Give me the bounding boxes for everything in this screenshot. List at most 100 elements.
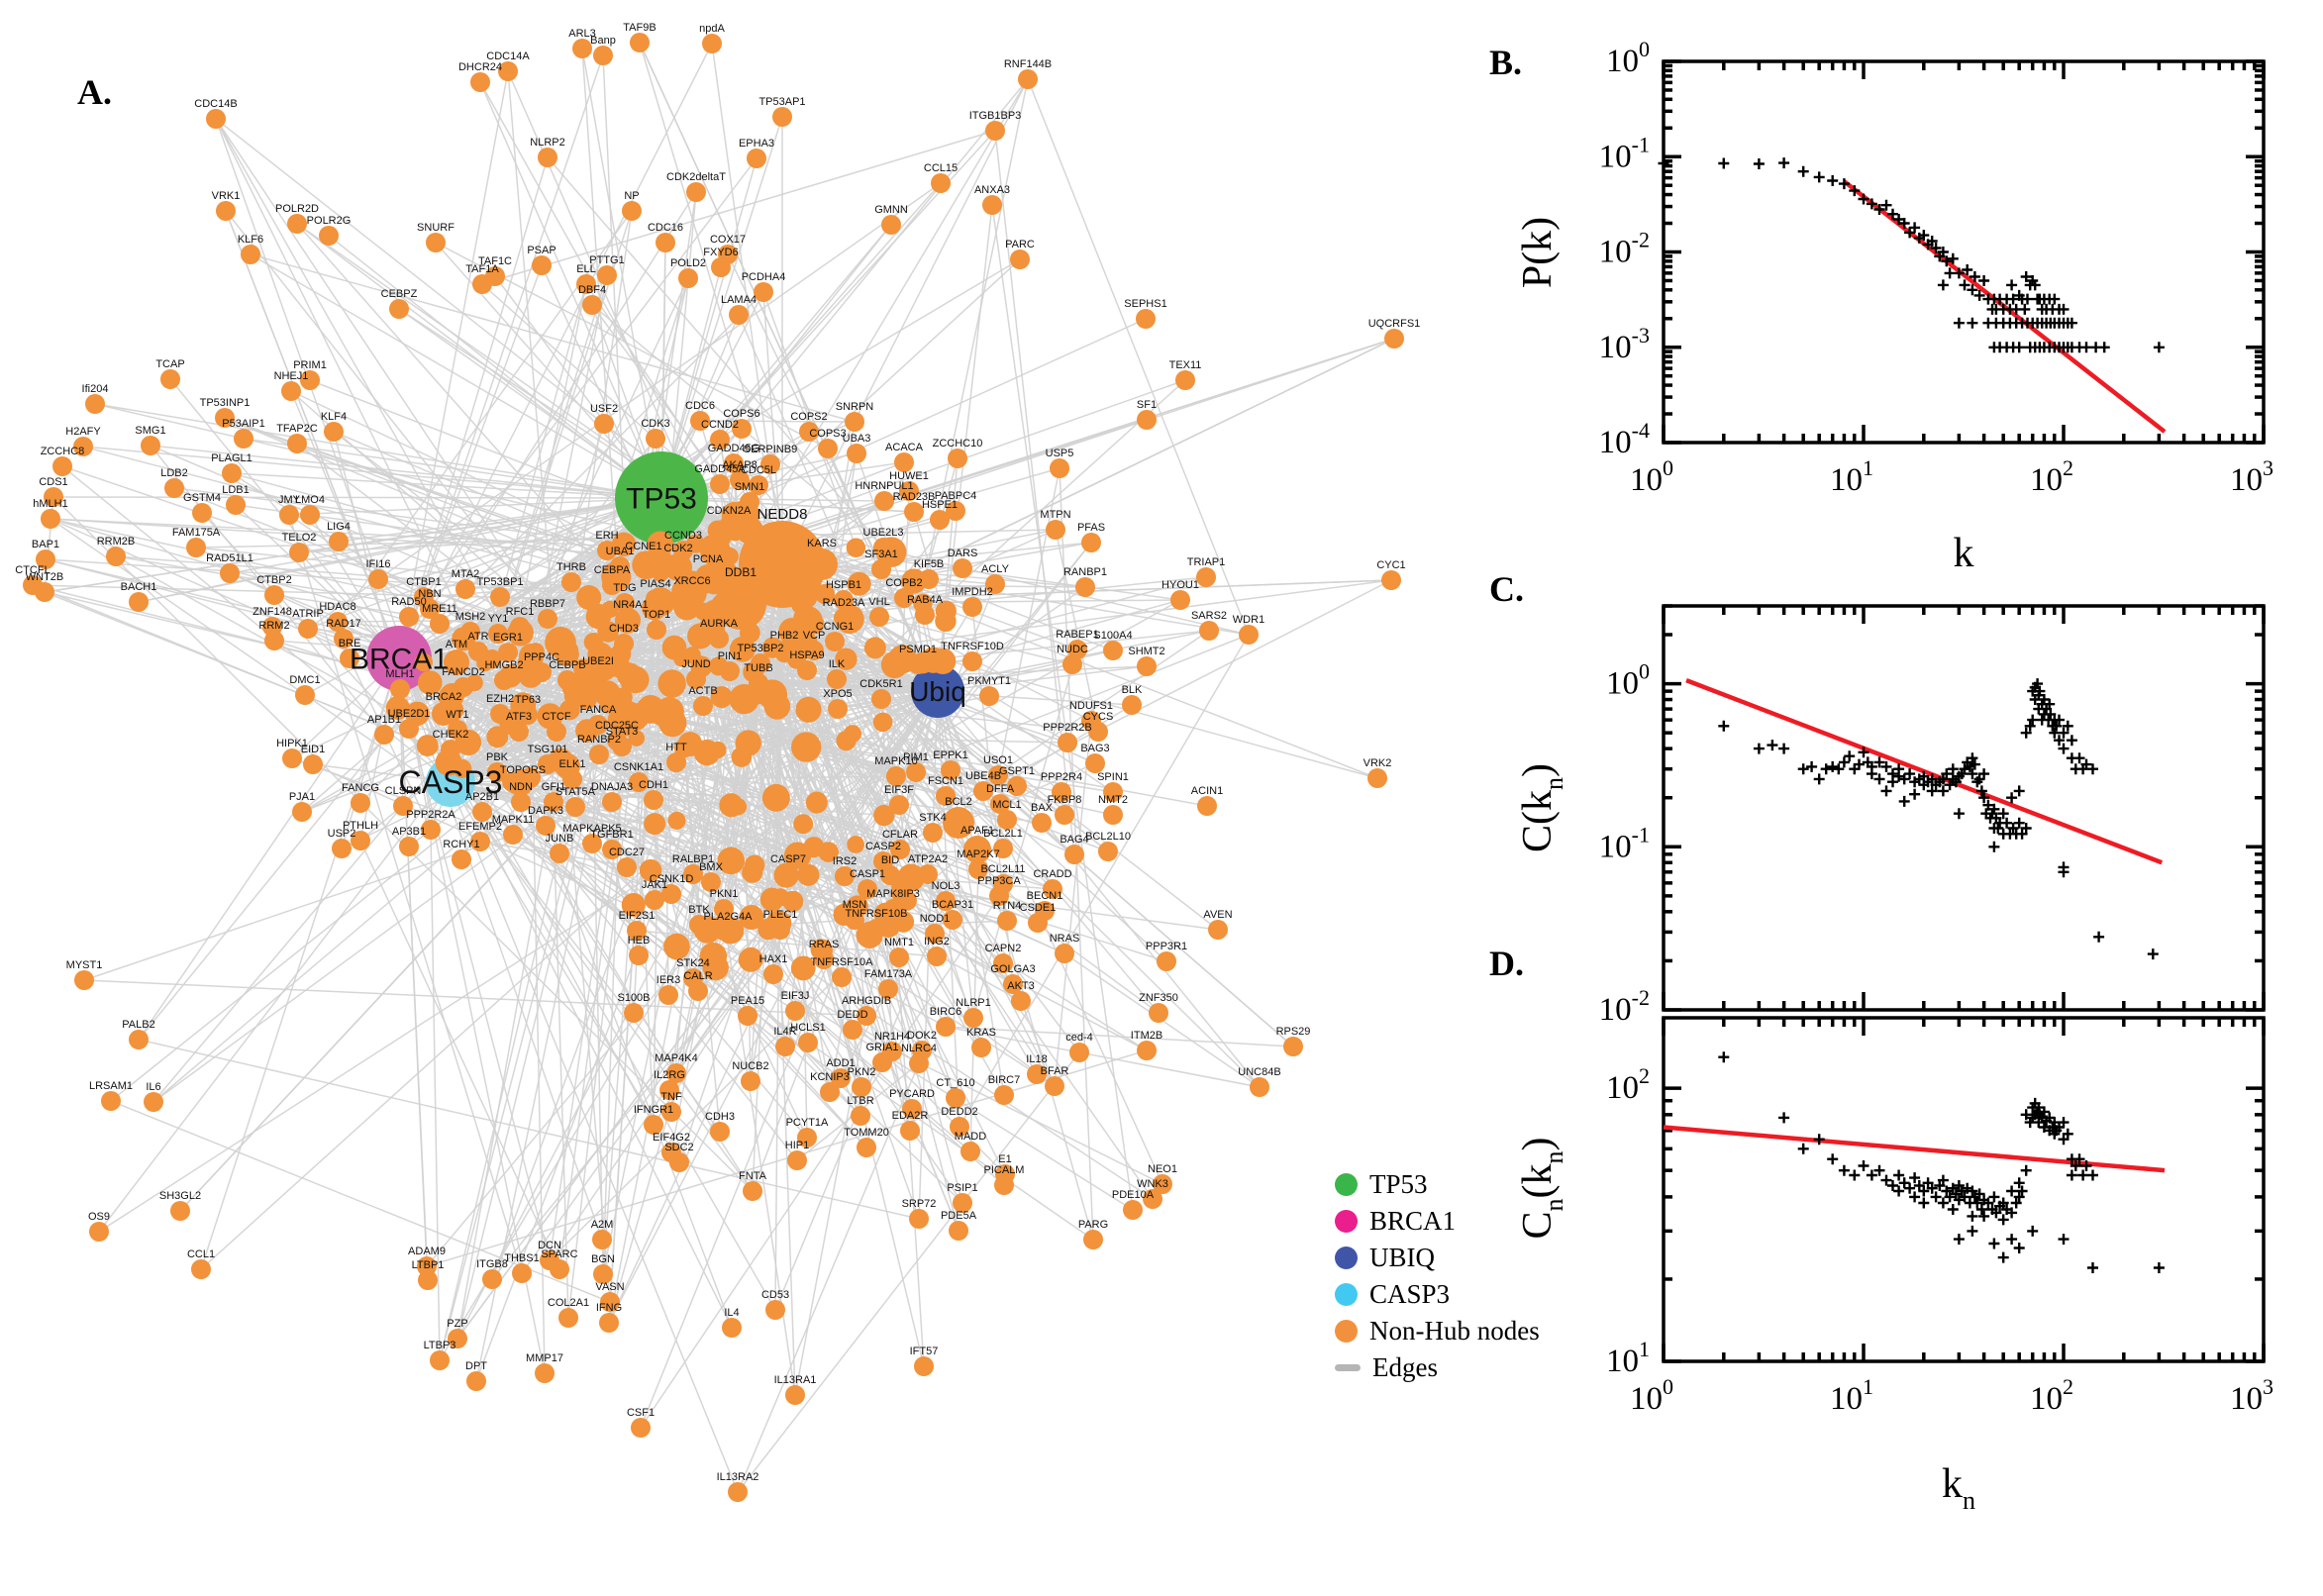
network-node[interactable] [699,942,728,970]
network-node[interactable] [962,651,982,671]
network-node[interactable] [772,107,792,127]
network-node[interactable] [518,662,544,688]
network-node[interactable] [775,1037,795,1056]
network-node[interactable] [843,1020,862,1040]
network-node[interactable] [1137,656,1157,676]
network-node[interactable] [677,578,707,608]
network-node[interactable] [899,481,919,501]
network-node[interactable] [994,1175,1014,1195]
network-node[interactable] [160,369,180,389]
network-node[interactable] [629,772,649,792]
network-node[interactable] [597,265,617,285]
network-node[interactable] [774,643,795,663]
network-node[interactable] [1137,1041,1157,1060]
network-node[interactable] [711,257,731,277]
network-node[interactable] [832,967,852,987]
network-node[interactable] [833,903,856,927]
network-node[interactable] [645,890,664,910]
network-node[interactable] [844,725,861,743]
network-node[interactable] [669,1152,689,1172]
network-node[interactable] [1018,69,1038,89]
network-node[interactable] [572,39,592,58]
network-node[interactable] [1250,1077,1269,1097]
network-node[interactable] [1055,805,1074,825]
network-node[interactable] [594,414,614,434]
network-node[interactable] [869,607,889,627]
network-node[interactable] [739,904,764,931]
network-node[interactable] [852,1077,871,1097]
network-node[interactable] [1032,813,1052,833]
network-node[interactable] [629,946,649,965]
network-node[interactable] [226,495,246,515]
network-node[interactable] [576,274,596,294]
network-node[interactable] [324,422,344,442]
network-node[interactable] [607,731,627,750]
network-node[interactable] [389,299,409,319]
network-node[interactable] [582,834,602,853]
network-node[interactable] [101,1091,121,1111]
network-node[interactable] [622,665,650,694]
network-node[interactable] [750,687,767,705]
network-node[interactable] [498,61,518,81]
network-node[interactable] [661,884,681,904]
network-node[interactable] [949,1221,968,1241]
network-node[interactable] [206,109,226,129]
network-node[interactable] [693,696,713,716]
network-node[interactable] [1010,249,1030,269]
network-node[interactable] [730,470,750,490]
network-node[interactable] [592,1230,612,1249]
network-node[interactable] [722,1318,742,1338]
network-node[interactable] [282,748,302,768]
network-node[interactable] [622,201,642,221]
network-node[interactable] [799,422,819,442]
network-node[interactable] [656,233,675,252]
network-node[interactable] [628,730,646,747]
network-node[interactable] [943,807,974,839]
network-node[interactable] [873,902,898,927]
network-node[interactable] [454,729,482,756]
network-node[interactable] [994,1085,1014,1105]
network-node[interactable] [851,1106,870,1126]
network-node[interactable] [1046,520,1065,540]
network-node[interactable] [894,588,914,608]
network-node[interactable] [667,811,686,830]
network-node[interactable] [1055,944,1074,963]
network-node[interactable] [631,1418,651,1438]
network-node[interactable] [760,454,780,474]
network-node[interactable] [729,500,759,531]
network-node[interactable] [828,699,848,719]
network-node[interactable] [857,1006,876,1026]
network-node[interactable] [487,762,507,782]
network-node[interactable] [215,408,235,428]
network-node[interactable] [790,955,816,981]
network-node[interactable] [914,1356,934,1376]
network-node[interactable] [923,823,943,843]
network-node[interactable] [602,840,622,859]
network-node[interactable] [555,642,579,666]
network-node[interactable] [701,872,721,892]
network-node[interactable] [646,429,665,449]
network-node[interactable] [298,619,318,639]
network-node[interactable] [575,719,599,743]
network-node[interactable] [1064,845,1084,864]
network-node[interactable] [1384,329,1404,349]
network-node[interactable] [498,643,518,662]
network-node[interactable] [332,839,352,858]
network-node[interactable] [785,1001,805,1021]
network-node[interactable] [797,1128,817,1147]
network-node[interactable] [678,268,698,288]
network-node[interactable] [617,857,637,877]
network-node[interactable] [818,439,838,458]
network-node[interactable] [1157,951,1176,971]
network-node[interactable] [690,411,710,431]
network-node[interactable] [601,561,632,592]
network-node[interactable] [1007,776,1027,796]
network-node[interactable] [452,849,471,869]
network-node[interactable] [216,201,236,221]
network-node[interactable] [644,813,666,836]
network-node[interactable] [738,947,763,972]
network-node[interactable] [340,648,359,668]
network-node[interactable] [747,149,766,168]
network-node[interactable] [688,981,708,1001]
network-node[interactable] [1199,621,1219,641]
